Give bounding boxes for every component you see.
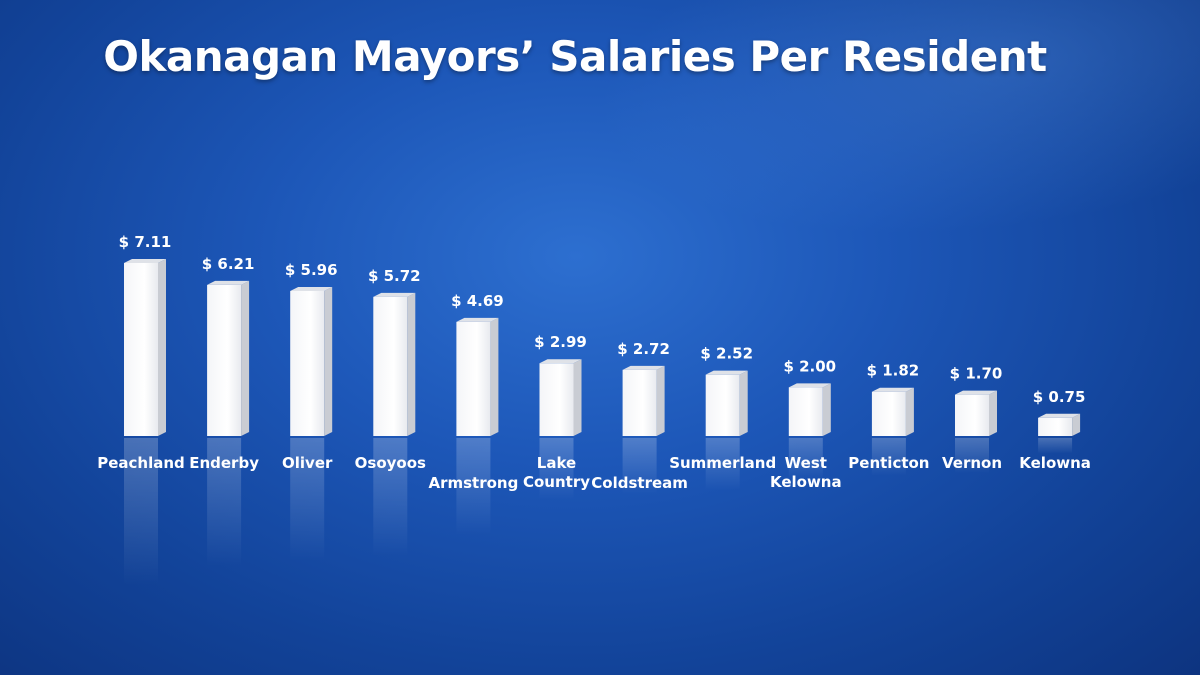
bar-side-vernon — [989, 390, 997, 436]
bar-penticton — [871, 387, 914, 436]
value-label-kelowna: $ 0.75 — [1033, 388, 1086, 406]
bar-reflection-west-kelowna — [788, 438, 823, 480]
bar-front-summerland — [705, 374, 740, 436]
bar-front-enderby — [207, 284, 242, 436]
value-label-lake-country: $ 2.99 — [534, 333, 587, 351]
category-label-enderby: Enderby — [189, 454, 259, 472]
category-label-oliver: Oliver — [282, 454, 333, 472]
bar-side-lake-country — [573, 359, 582, 436]
bar-reflection-lake-country — [539, 438, 574, 500]
bar-top-osoyoos — [373, 292, 416, 297]
value-label-vernon: $ 1.70 — [950, 365, 1003, 383]
value-labels-group: $ 7.11 $ 6.21 $ 5.96 $ 5.72 $ 4.69 $ 2.99 $ 2.… — [119, 233, 1086, 406]
value-label-peachland: $ 7.11 — [119, 233, 172, 251]
bar-side-osoyoos — [407, 292, 416, 436]
bar-top-lake-country — [539, 359, 582, 364]
category-label-armstrong: Armstrong — [428, 474, 518, 492]
category-label-kelowna: Kelowna — [1019, 454, 1091, 472]
bar-reflection-osoyoos — [373, 438, 408, 557]
chart-title: Okanagan Mayors’ Salaries Per Resident — [103, 32, 1047, 81]
bar-top-kelowna — [1038, 413, 1081, 418]
bar-side-summerland — [739, 370, 748, 436]
bar-peachland — [124, 259, 166, 436]
bar-reflection-oliver — [290, 438, 325, 562]
category-label-penticton: Penticton — [848, 454, 929, 472]
bar-top-west-kelowna — [788, 383, 831, 388]
bar-oliver — [290, 286, 333, 436]
bar-summerland — [705, 370, 748, 436]
bar-side-penticton — [905, 387, 914, 436]
value-label-penticton: $ 1.82 — [867, 362, 920, 380]
bar-side-west-kelowna — [822, 383, 831, 436]
bar-reflection-enderby — [207, 438, 242, 567]
bar-front-oliver — [290, 290, 325, 436]
value-label-summerland: $ 2.52 — [700, 345, 753, 363]
bar-front-vernon — [955, 394, 989, 436]
bar-enderby — [207, 280, 250, 436]
bar-front-west-kelowna — [788, 387, 823, 436]
bar-reflection-kelowna — [1038, 438, 1073, 454]
bar-front-lake-country — [539, 363, 574, 436]
value-label-enderby: $ 6.21 — [202, 255, 255, 273]
bar-osoyoos — [373, 292, 416, 436]
value-label-armstrong: $ 4.69 — [451, 292, 504, 310]
bar-front-coldstream — [622, 369, 657, 436]
bar-west-kelowna — [788, 383, 831, 436]
bar-top-armstrong — [456, 317, 499, 322]
bar-reflections — [124, 438, 1073, 586]
bar-side-enderby — [241, 280, 250, 436]
bar-top-penticton — [871, 387, 914, 392]
bar-top-peachland — [124, 259, 166, 263]
category-label-coldstream: Coldstream — [591, 474, 688, 492]
category-label-lake-country: Lake Country — [523, 454, 590, 491]
category-label-summerland: Summerland — [669, 454, 776, 472]
value-label-west-kelowna: $ 2.00 — [783, 357, 836, 375]
bar-side-coldstream — [656, 365, 665, 436]
bar-top-coldstream — [622, 365, 665, 370]
bar-lake-country — [539, 359, 582, 436]
bar-top-vernon — [955, 390, 997, 395]
bar-reflection-armstrong — [456, 438, 491, 535]
bar-side-oliver — [324, 286, 333, 436]
bar-front-armstrong — [456, 321, 491, 436]
bar-reflection-peachland — [124, 438, 158, 586]
category-label-vernon: Vernon — [942, 454, 1002, 472]
bar-armstrong — [456, 317, 499, 436]
bar-coldstream — [622, 365, 665, 436]
bar-side-peachland — [158, 259, 166, 436]
value-label-coldstream: $ 2.72 — [617, 340, 670, 358]
bar-kelowna — [1038, 413, 1081, 436]
bar-reflection-vernon — [955, 438, 989, 474]
bar-top-enderby — [207, 280, 250, 285]
bar-side-kelowna — [1072, 413, 1081, 436]
bar-front-kelowna — [1038, 417, 1073, 436]
value-label-osoyoos: $ 5.72 — [368, 267, 421, 285]
bar-top-summerland — [705, 370, 748, 375]
bar-reflection-penticton — [871, 438, 906, 476]
category-label-west-kelowna: West Kelowna — [770, 454, 842, 491]
bar-side-armstrong — [490, 317, 499, 436]
bars-group — [124, 259, 1081, 436]
bar-reflection-coldstream — [622, 438, 657, 495]
bar-vernon — [955, 390, 997, 436]
category-label-peachland: Peachland — [97, 454, 185, 472]
category-label-osoyoos: Osoyoos — [355, 454, 426, 472]
bar-front-penticton — [871, 391, 906, 436]
bar-front-peachland — [124, 263, 158, 436]
bar-top-oliver — [290, 286, 333, 291]
value-label-oliver: $ 5.96 — [285, 261, 338, 279]
bar-front-osoyoos — [373, 296, 408, 436]
bar-reflection-summerland — [705, 438, 740, 491]
